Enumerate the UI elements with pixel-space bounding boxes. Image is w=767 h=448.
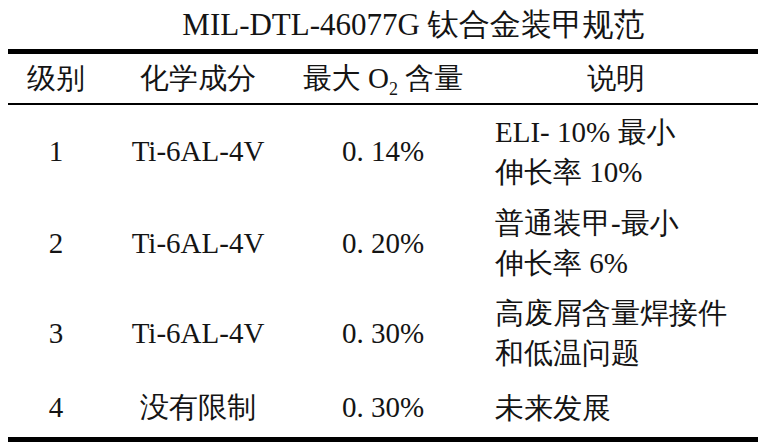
max-o2-cell: 0. 30% (292, 317, 474, 350)
document-page: MIL-DTL-46077G 钛合金装甲规范 级别 化学成分 最大 O2 含量 … (0, 0, 767, 448)
composition-cell: Ti-6AL-4V (104, 227, 292, 260)
grade-cell: 1 (8, 135, 104, 168)
max-o2-cell: 0. 14% (292, 135, 474, 168)
grade-cell: 2 (8, 227, 104, 260)
description-cell: 未来发展 (474, 388, 758, 428)
table-row: 3 Ti-6AL-4V 0. 30% 高废屑含量焊接件 和低温问题 (8, 288, 758, 378)
description-cell: 高废屑含量焊接件 和低温问题 (474, 293, 758, 373)
header-max-o2: 最大 O2 含量 (292, 59, 474, 99)
description-line-1: 普通装甲-最小 (495, 203, 758, 243)
description-cell: 普通装甲-最小 伸长率 6% (474, 203, 758, 283)
grade-cell: 4 (8, 391, 104, 424)
composition-cell: Ti-6AL-4V (104, 135, 292, 168)
table-row: 2 Ti-6AL-4V 0. 20% 普通装甲-最小 伸长率 6% (8, 198, 758, 288)
table-header-row: 级别 化学成分 最大 O2 含量 说明 (8, 54, 758, 105)
table-row: 1 Ti-6AL-4V 0. 14% ELI- 10% 最小 伸长率 10% (8, 105, 758, 198)
table-title: MIL-DTL-46077G 钛合金装甲规范 (0, 4, 767, 46)
description-line-1: 未来发展 (495, 388, 758, 428)
description-line-2: 和低温问题 (495, 333, 758, 373)
header-max-o2-suffix: 含量 (398, 62, 463, 94)
header-description: 说明 (474, 59, 758, 99)
header-max-o2-subscript: 2 (389, 78, 398, 98)
description-line-2: 伸长率 10% (495, 152, 758, 192)
description-line-1: ELI- 10% 最小 (495, 112, 758, 152)
composition-cell: Ti-6AL-4V (104, 317, 292, 350)
description-line-2: 伸长率 6% (495, 243, 758, 283)
table-row: 4 没有限制 0. 30% 未来发展 (8, 378, 758, 437)
header-max-o2-prefix: 最大 O (303, 62, 389, 94)
armor-spec-table: 级别 化学成分 最大 O2 含量 说明 1 Ti-6AL-4V 0. 14% E… (8, 49, 758, 442)
max-o2-cell: 0. 20% (292, 227, 474, 260)
header-grade: 级别 (8, 59, 104, 99)
description-cell: ELI- 10% 最小 伸长率 10% (474, 112, 758, 192)
max-o2-cell: 0. 30% (292, 391, 474, 424)
header-composition: 化学成分 (104, 59, 292, 99)
composition-cell: 没有限制 (104, 388, 292, 428)
description-line-1: 高废屑含量焊接件 (495, 293, 758, 333)
grade-cell: 3 (8, 317, 104, 350)
